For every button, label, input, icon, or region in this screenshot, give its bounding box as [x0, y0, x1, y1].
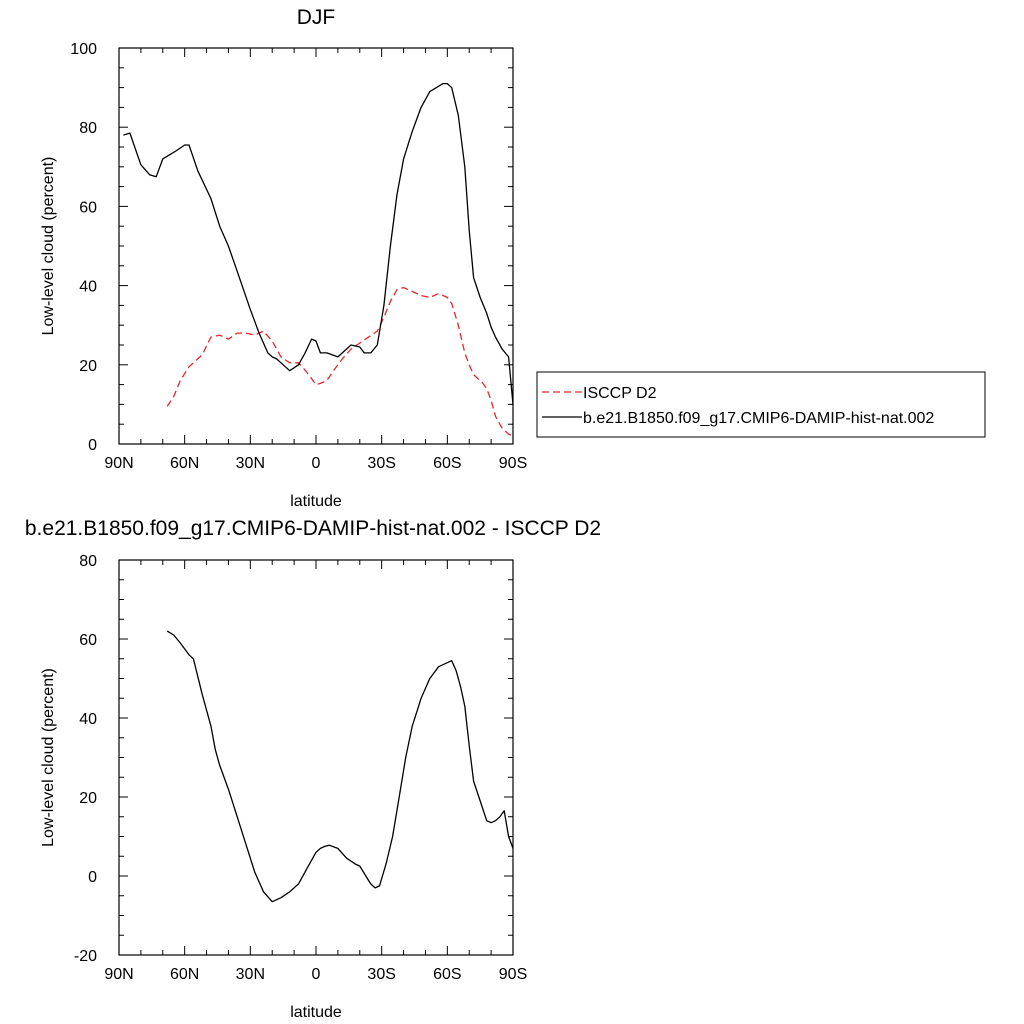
x-tick-label: 90N — [104, 966, 133, 983]
legend-box — [537, 372, 985, 437]
y-tick-label: 80 — [79, 120, 97, 137]
x-tick-label: 90N — [104, 455, 133, 472]
x-tick-label: 0 — [312, 966, 321, 983]
x-tick-label: 90S — [499, 455, 527, 472]
x-tick-label: 60S — [433, 455, 461, 472]
panel-top: 90N 60N 30N 0 30S 60S 90S 0 20 40 60 80 100 latitude L… — [40, 6, 985, 510]
y-tick-label: 20 — [79, 358, 97, 375]
x-tick-label: 60S — [433, 966, 461, 983]
series-line — [123, 84, 513, 405]
y-tick-label: 40 — [79, 279, 97, 296]
chart-title: b.e21.B1850.f09_g17.CMIP6-DAMIP-hist-nat… — [25, 517, 601, 540]
x-axis-label: latitude — [290, 493, 342, 510]
y-axis-label: Low-level cloud (percent) — [40, 668, 57, 847]
x-tick-label: 60N — [170, 455, 199, 472]
y-tick-label: 100 — [70, 41, 97, 58]
y-tick-label: 0 — [88, 437, 97, 454]
y-tick-label: 80 — [79, 553, 97, 570]
y-axis-label: Low-level cloud (percent) — [40, 157, 57, 336]
x-tick-label: 60N — [170, 966, 199, 983]
x-tick-label: 30S — [367, 455, 395, 472]
x-tick-label: 30N — [236, 455, 265, 472]
series-line — [167, 631, 513, 902]
legend-entry: b.e21.B1850.f09_g17.CMIP6-DAMIP-hist-nat… — [583, 410, 934, 427]
y-tick-label: -20 — [74, 948, 97, 965]
x-tick-label: 30N — [236, 966, 265, 983]
y-tick-label: 20 — [79, 790, 97, 807]
y-tick-label: 0 — [88, 869, 97, 886]
y-tick-label: 40 — [79, 711, 97, 728]
x-tick-label: 90S — [499, 966, 527, 983]
y-tick-label: 60 — [79, 632, 97, 649]
plot-frame — [119, 560, 513, 955]
x-tick-label: 30S — [367, 966, 395, 983]
y-tick-label: 60 — [79, 199, 97, 216]
legend: ISCCP D2 b.e21.B1850.f09_g17.CMIP6-DAMIP-… — [537, 372, 985, 437]
panel-bottom: 90N 60N 30N 0 30S 60S 90S -20 0 20 40 60 80 latitude L… — [25, 517, 601, 1021]
x-tick-label: 0 — [312, 455, 321, 472]
legend-entry: ISCCP D2 — [583, 385, 657, 402]
chart-title: DJF — [297, 6, 336, 29]
series-line — [167, 288, 513, 437]
x-axis-label: latitude — [290, 1004, 342, 1021]
